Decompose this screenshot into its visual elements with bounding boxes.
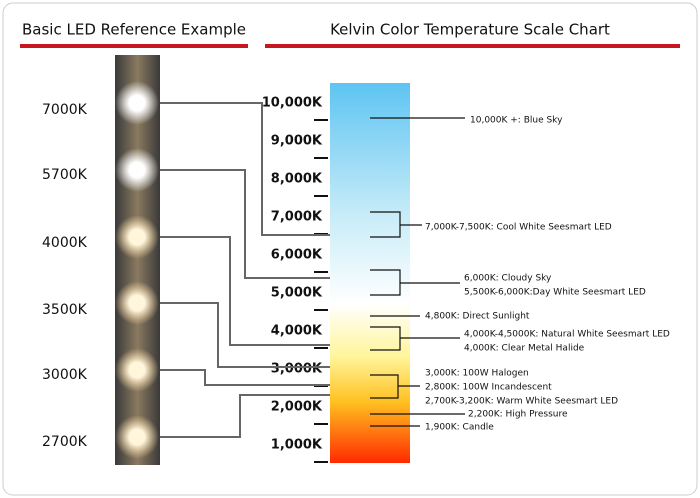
led — [115, 281, 159, 325]
annotation: 1,900K: Candle — [425, 423, 494, 433]
annotation: 7,000K-7,500K: Cool White Seesmart LED — [425, 223, 612, 233]
annotation: 2,700K-3,200K: Warm White Seesmart LED — [425, 397, 618, 407]
led — [115, 81, 159, 125]
led-label: 4000K — [42, 235, 88, 251]
annotation: 5,500K-6,000K:Day White Seesmart LED — [464, 288, 646, 298]
led — [115, 148, 159, 192]
annotation: 6,000K: Cloudy Sky — [464, 274, 552, 284]
scale-label: 9,000K — [271, 134, 323, 149]
annotation: 4,800K: Direct Sunlight — [425, 312, 530, 322]
led-label: 3000K — [42, 367, 88, 383]
scale-label: 1,000K — [271, 438, 323, 453]
led-label: 7000K — [42, 102, 88, 118]
scale-label: 3,000K — [271, 362, 323, 377]
right-title: Kelvin Color Temperature Scale Chart — [330, 21, 610, 39]
annotation: 4,000K: Clear Metal Halide — [464, 344, 585, 354]
led — [115, 348, 159, 392]
scale-labels: 10,000K 9,000K 8,000K 7,000K 6,000K 5,000K 4,0… — [262, 96, 328, 463]
scale-label: 5,000K — [271, 286, 323, 301]
annotation-lines — [370, 117, 465, 427]
scale-label: 4,000K — [271, 324, 323, 339]
scale-bar — [330, 83, 410, 463]
scale-label: 6,000K — [271, 248, 323, 263]
annotation: 2,800K: 100W Incandescent — [425, 383, 552, 393]
annotation: 4,000K-4,5000K: Natural White Seesmart L… — [464, 330, 670, 340]
led-label: 3500K — [42, 302, 88, 318]
annotation: 10,000K +: Blue Sky — [470, 116, 563, 126]
left-title: Basic LED Reference Example — [22, 21, 246, 39]
led — [115, 215, 159, 259]
annotation: 3,000K: 100W Halogen — [425, 369, 529, 379]
led-label: 2700K — [42, 434, 88, 450]
scale-label: 8,000K — [271, 172, 323, 187]
led-label: 5700K — [42, 167, 88, 183]
scale-label: 2,000K — [271, 400, 323, 415]
scale-label: 10,000K — [262, 96, 323, 111]
rule — [265, 44, 680, 48]
annotation: 2,200K: High Pressure — [468, 410, 568, 420]
led — [115, 415, 159, 459]
rule — [20, 44, 248, 48]
scale-label: 7,000K — [271, 210, 323, 225]
connectors — [160, 102, 330, 438]
